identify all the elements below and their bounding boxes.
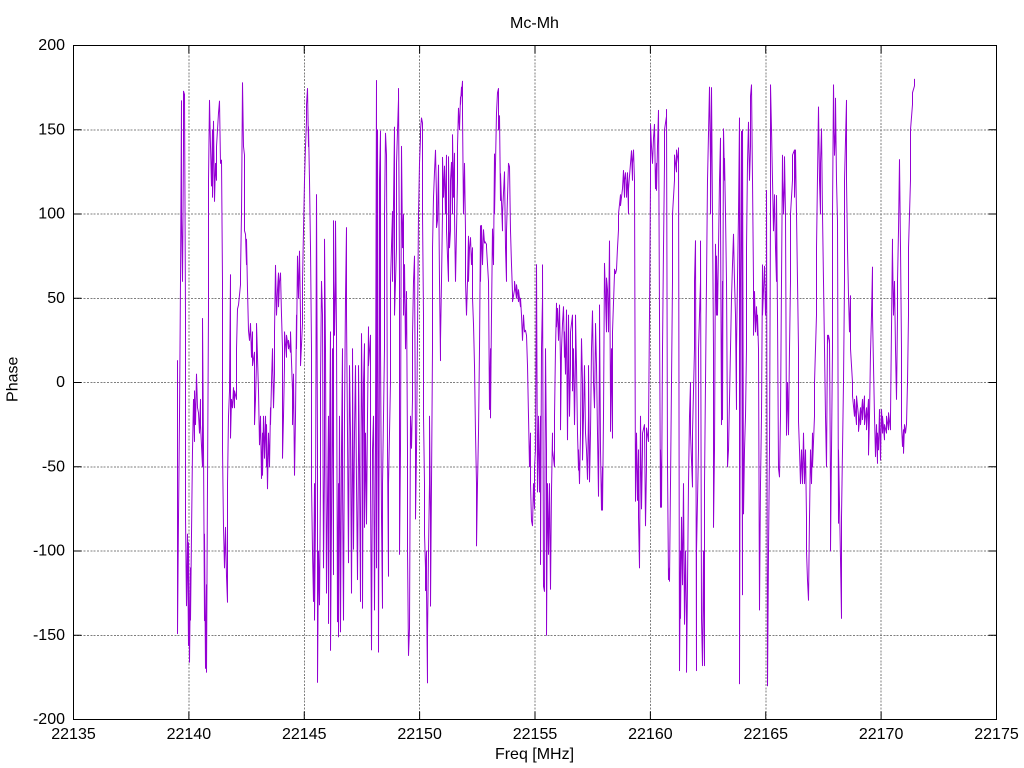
svg-text:-50: -50 bbox=[42, 458, 65, 475]
svg-text:-100: -100 bbox=[33, 543, 65, 560]
svg-text:22140: 22140 bbox=[167, 726, 212, 743]
svg-text:22160: 22160 bbox=[628, 726, 673, 743]
svg-text:22175: 22175 bbox=[974, 726, 1019, 743]
svg-text:Phase: Phase bbox=[4, 357, 21, 402]
svg-text:150: 150 bbox=[38, 121, 65, 138]
svg-text:22155: 22155 bbox=[513, 726, 558, 743]
svg-text:Freq [MHz]: Freq [MHz] bbox=[495, 746, 574, 763]
svg-text:0: 0 bbox=[56, 374, 65, 391]
svg-text:50: 50 bbox=[47, 290, 65, 307]
svg-text:Mc-Mh: Mc-Mh bbox=[510, 15, 559, 32]
svg-text:-200: -200 bbox=[33, 711, 65, 728]
svg-text:100: 100 bbox=[38, 206, 65, 223]
svg-text:22170: 22170 bbox=[859, 726, 904, 743]
svg-text:200: 200 bbox=[38, 37, 65, 54]
svg-text:22145: 22145 bbox=[282, 726, 327, 743]
svg-text:-150: -150 bbox=[33, 627, 65, 644]
svg-text:22165: 22165 bbox=[744, 726, 789, 743]
svg-text:22150: 22150 bbox=[397, 726, 442, 743]
svg-text:22135: 22135 bbox=[51, 726, 96, 743]
